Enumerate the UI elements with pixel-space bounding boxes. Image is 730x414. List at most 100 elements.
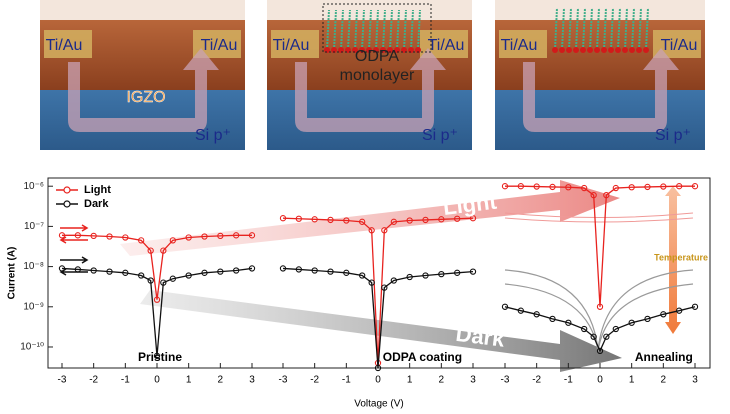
schematics: Ti/Au Ti/Au IGZO Si p⁺ Ti/Au Ti/Au ODPA monolay…: [40, 0, 705, 150]
molecule: [610, 7, 614, 51]
data-point: [248, 232, 256, 239]
schematic-label: Ti/Au: [428, 37, 465, 54]
y-tick-label: 10⁻⁶: [23, 181, 44, 192]
y-tick-label: 10⁻⁷: [24, 221, 44, 232]
data-point: [596, 347, 604, 355]
molecule: [396, 9, 400, 51]
molecule: [347, 9, 351, 51]
molecule-head: [587, 47, 593, 53]
x-axis-label: Voltage (V): [354, 399, 403, 410]
current-path: [295, 48, 446, 132]
data-point: [590, 333, 597, 340]
series-line: [282, 267, 474, 369]
data-point: [233, 267, 240, 274]
data-point: [201, 233, 208, 240]
panel-label: Pristine: [138, 350, 182, 364]
panel-label: ODPA coating: [383, 350, 462, 364]
sweep-arrows: [59, 224, 89, 276]
x-tick-label: 3: [249, 375, 255, 386]
y-axis-label: Current (A): [7, 247, 18, 300]
data-point: [381, 284, 388, 291]
molecule: [368, 9, 372, 51]
annotation: Dark: [454, 321, 506, 352]
data-point: [122, 269, 129, 276]
x-tick-label: -1: [564, 375, 573, 386]
data-point: [533, 183, 540, 190]
molecule-head: [566, 47, 572, 53]
data-point: [169, 237, 176, 244]
data-point: [438, 270, 445, 278]
schematic-label: ODPA: [355, 48, 399, 65]
data-point: [106, 268, 113, 275]
legend-label: Dark: [84, 198, 109, 210]
molecule-head: [559, 47, 565, 53]
legend-marker: [63, 186, 71, 194]
data-point: [501, 303, 509, 310]
molecule: [340, 9, 344, 51]
data-point: [676, 183, 683, 190]
molecule: [403, 9, 407, 51]
data-point: [217, 232, 224, 240]
data-point: [374, 364, 382, 372]
data-point: [327, 268, 334, 275]
pad: [499, 30, 547, 58]
molecule-head: [359, 47, 365, 53]
schematic-label: Si p⁺: [422, 127, 458, 144]
molecule: [645, 7, 649, 51]
data-point: [58, 232, 66, 239]
data-point: [381, 227, 388, 234]
molecule-head: [615, 47, 621, 53]
data-point: [590, 191, 597, 199]
molecule: [375, 9, 379, 51]
molecule: [354, 9, 358, 51]
molecule: [561, 7, 565, 51]
data-point: [58, 265, 66, 272]
molecule: [631, 7, 635, 51]
data-point: [90, 267, 97, 274]
schematic-label: Si p⁺: [655, 127, 691, 144]
data-point: [691, 183, 699, 190]
data-point: [581, 184, 588, 192]
data-point: [311, 216, 318, 223]
y-tick-label: 10⁻¹⁰: [20, 342, 44, 353]
current-path: [523, 48, 679, 132]
molecule: [554, 7, 558, 51]
x-tick-label: -1: [121, 375, 130, 386]
data-point: [644, 315, 651, 323]
current-path: [68, 48, 219, 132]
schematic: Ti/Au Ti/Au ODPA monolayer Si p⁺: [267, 0, 472, 150]
schematic: Ti/Au Ti/Au IGZO Si p⁺: [40, 0, 245, 150]
x-tick-label: 1: [629, 375, 635, 386]
data-point: [454, 269, 461, 276]
data-point: [628, 184, 635, 191]
data-point: [603, 191, 610, 199]
light-temperature-curves: [504, 212, 694, 223]
molecule-head: [415, 47, 421, 53]
data-point: [581, 325, 588, 333]
data-point: [517, 183, 524, 190]
schematic: Ti/Au Ti/Au Si p⁺: [495, 0, 705, 150]
temperature-arrow: [665, 186, 681, 334]
data-point: [390, 277, 397, 284]
molecule: [361, 9, 365, 51]
data-point: [122, 234, 129, 241]
data-point: [603, 333, 610, 340]
data-point: [295, 215, 302, 222]
series-line: [62, 234, 252, 300]
data-point: [517, 307, 524, 314]
x-tick-label: 1: [407, 375, 413, 386]
molecule-head: [331, 47, 337, 53]
series-line: [504, 306, 696, 353]
data-point: [660, 311, 667, 318]
x-tick-label: 2: [218, 375, 224, 386]
pad: [44, 30, 92, 58]
data-point: [501, 183, 509, 190]
y-tick-label: 10⁻⁹: [23, 301, 44, 312]
data-point: [147, 247, 154, 254]
molecule: [382, 9, 386, 51]
molecule: [326, 9, 330, 51]
data-point: [160, 279, 167, 286]
data-point: [295, 266, 302, 273]
data-point: [533, 311, 540, 318]
